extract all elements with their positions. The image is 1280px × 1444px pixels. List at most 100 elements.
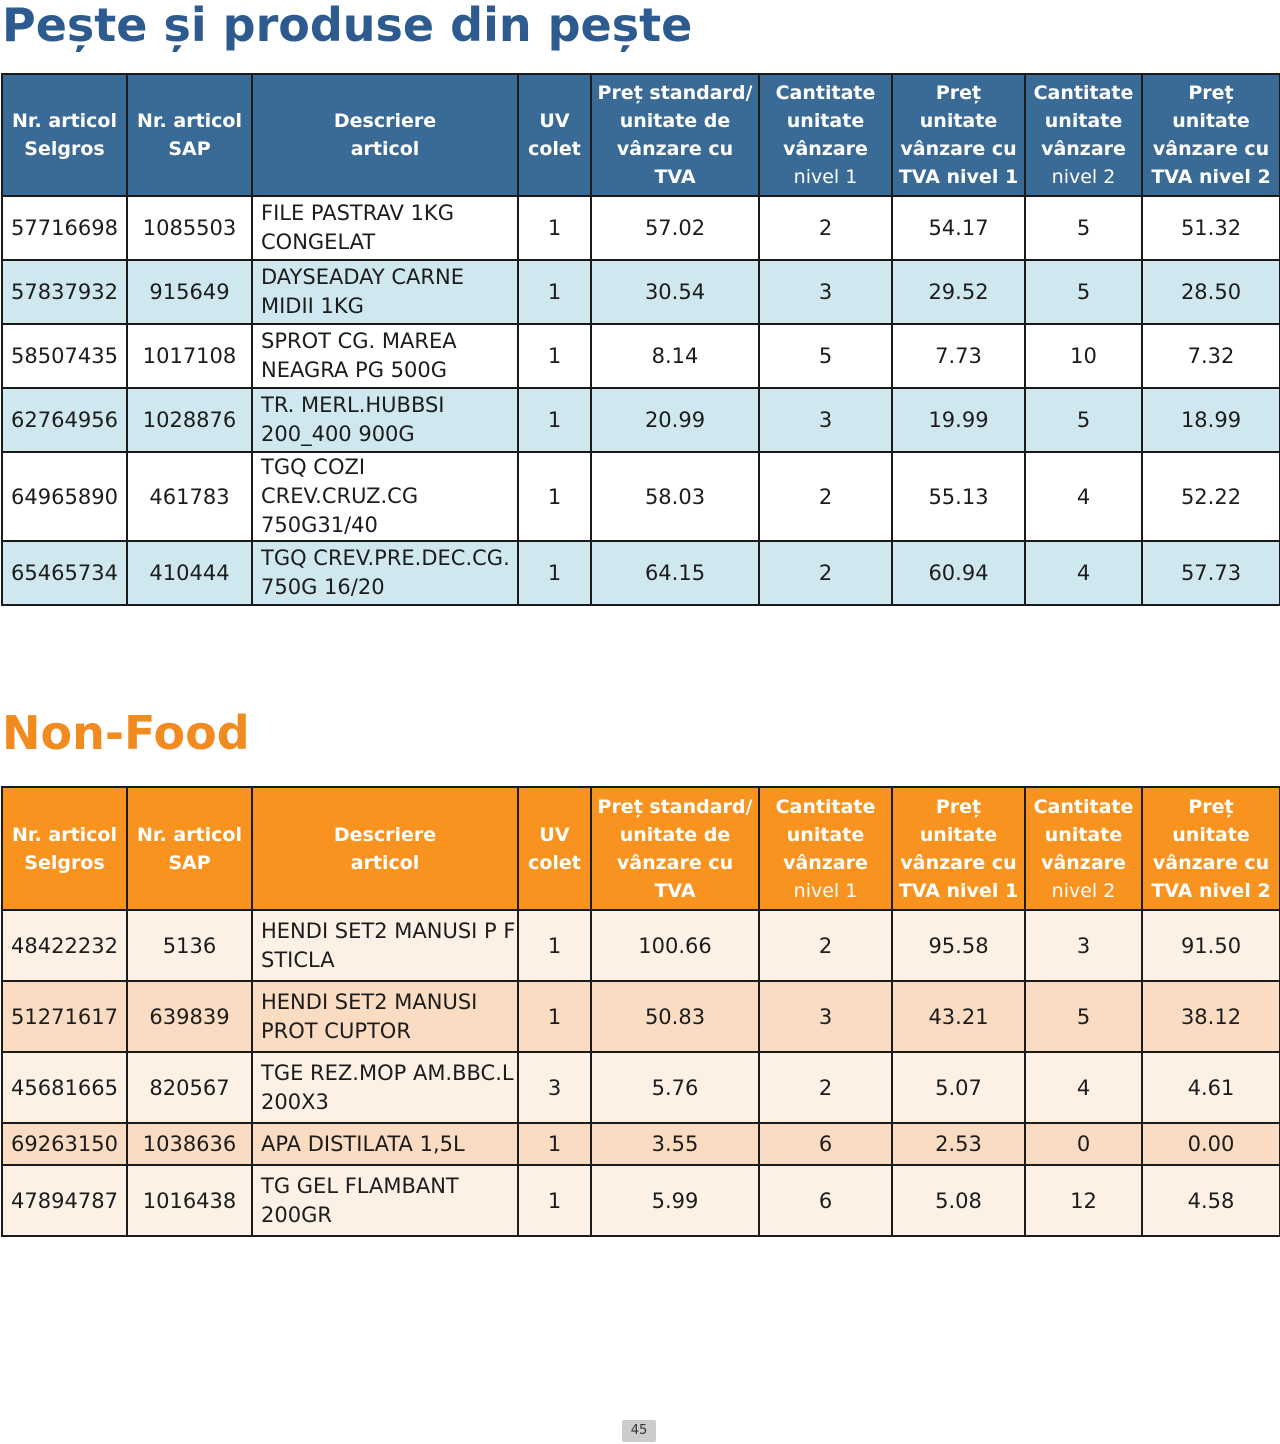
cell-selgros-number: 65465734 xyxy=(1,540,128,606)
table-row: 48422232 5136 HENDI SET2 MANUSI P F STICLA… xyxy=(1,909,1280,982)
header-line: articol xyxy=(350,851,420,874)
cell-price-level-1: 5.08 xyxy=(891,1164,1026,1237)
cell-quantity-level-2: 5 xyxy=(1024,980,1143,1053)
cell-standard-price: 57.02 xyxy=(590,195,760,261)
cell-quantity-level-2: 5 xyxy=(1024,387,1143,453)
cell-uv-colet: 3 xyxy=(517,1051,592,1124)
cell-price-level-1: 54.17 xyxy=(891,195,1026,261)
table-row: 65465734 410444 TGQ CREV.PRE.DEC.CG. 750G … xyxy=(1,540,1280,606)
cell-uv-colet: 1 xyxy=(517,451,592,542)
cell-price-level-1: 95.58 xyxy=(891,909,1026,982)
header-pret-nivel-1: Preț unitate vânzare cu TVA nivel 1 xyxy=(891,73,1026,197)
header-uv-colet: UV colet xyxy=(517,73,592,197)
cell-price-level-1: 7.73 xyxy=(891,323,1026,389)
cell-description: TGQ COZI CREV.CRUZ.CG 750G31/40 xyxy=(251,451,519,542)
cell-sap-number: 639839 xyxy=(126,980,253,1053)
cell-quantity-level-1: 2 xyxy=(758,195,893,261)
header-line: nivel 1 xyxy=(793,166,858,188)
header-line: colet xyxy=(528,851,581,874)
cell-selgros-number: 57837932 xyxy=(1,259,128,325)
cell-price-level-2: 52.22 xyxy=(1141,451,1280,542)
cell-standard-price: 3.55 xyxy=(590,1122,760,1166)
cell-uv-colet: 1 xyxy=(517,323,592,389)
header-line: vânzare cu xyxy=(1152,138,1270,160)
header-line: nivel 2 xyxy=(1051,879,1116,902)
cell-quantity-level-2: 10 xyxy=(1024,323,1143,389)
header-pret-nivel-2: Preț unitate vânzare cu TVA nivel 2 xyxy=(1141,786,1280,911)
header-cantitate-nivel-1: Cantitate unitate vânzare nivel 1 xyxy=(758,786,893,911)
page-number: 45 xyxy=(622,1420,656,1442)
header-line: Cantitate xyxy=(1033,795,1134,818)
cell-selgros-number: 51271617 xyxy=(1,980,128,1053)
header-line: Preț xyxy=(935,82,982,104)
cell-uv-colet: 1 xyxy=(517,387,592,453)
cell-quantity-level-1: 6 xyxy=(758,1164,893,1237)
cell-description: SPROT CG. MAREA NEAGRA PG 500G xyxy=(251,323,519,389)
cell-price-level-1: 19.99 xyxy=(891,387,1026,453)
cell-standard-price: 5.99 xyxy=(590,1164,760,1237)
cell-sap-number: 915649 xyxy=(126,259,253,325)
cell-quantity-level-1: 3 xyxy=(758,259,893,325)
cell-selgros-number: 69263150 xyxy=(1,1122,128,1166)
cell-price-level-2: 51.32 xyxy=(1141,195,1280,261)
header-line: vânzare cu xyxy=(1152,851,1270,874)
header-nr-articol-selgros: Nr. articol Selgros xyxy=(1,73,128,197)
header-line: TVA nivel 1 xyxy=(898,879,1019,902)
header-line: unitate xyxy=(786,110,865,132)
header-line: vânzare xyxy=(783,138,868,160)
cell-price-level-2: 57.73 xyxy=(1141,540,1280,606)
cell-uv-colet: 1 xyxy=(517,980,592,1053)
cell-price-level-2: 0.00 xyxy=(1141,1122,1280,1166)
cell-price-level-2: 18.99 xyxy=(1141,387,1280,453)
table-body: 57716698 1085503 FILE PASTRAV 1KG CONGELAT… xyxy=(1,195,1280,606)
header-line: vânzare cu xyxy=(616,851,734,874)
cell-price-level-2: 4.58 xyxy=(1141,1164,1280,1237)
cell-selgros-number: 57716698 xyxy=(1,195,128,261)
header-line: Nr. articol xyxy=(11,823,117,846)
header-line: Nr. articol xyxy=(136,823,242,846)
table-row: 62764956 1028876 TR. MERL.HUBBSI 200_400 9… xyxy=(1,387,1280,453)
cell-price-level-2: 4.61 xyxy=(1141,1051,1280,1124)
cell-quantity-level-1: 2 xyxy=(758,1051,893,1124)
cell-sap-number: 820567 xyxy=(126,1051,253,1124)
header-descriere-articol: Descriere articol xyxy=(251,73,519,197)
cell-description: DAYSEADAY CARNE MIDII 1KG xyxy=(251,259,519,325)
header-line: UV xyxy=(539,823,570,846)
header-line: Cantitate xyxy=(775,82,876,104)
header-line: TVA xyxy=(654,879,696,902)
table-row: 69263150 1038636 APA DISTILATA 1,5L 1 3.55 6 2… xyxy=(1,1122,1280,1166)
cell-standard-price: 58.03 xyxy=(590,451,760,542)
cell-price-level-1: 43.21 xyxy=(891,980,1026,1053)
cell-selgros-number: 62764956 xyxy=(1,387,128,453)
cell-standard-price: 100.66 xyxy=(590,909,760,982)
table-header-row: Nr. articol Selgros Nr. articol SAP Descrier… xyxy=(1,73,1280,197)
cell-uv-colet: 1 xyxy=(517,540,592,606)
cell-price-level-2: 91.50 xyxy=(1141,909,1280,982)
section-title-non-food: Non-Food xyxy=(2,706,250,760)
header-line: unitate xyxy=(1044,823,1123,846)
header-line: Cantitate xyxy=(775,795,876,818)
header-line: Preț xyxy=(1188,795,1234,818)
header-line: colet xyxy=(528,138,581,160)
cell-sap-number: 461783 xyxy=(126,451,253,542)
header-line: vânzare xyxy=(1041,851,1126,874)
header-line: vânzare cu xyxy=(616,138,734,160)
cell-price-level-1: 5.07 xyxy=(891,1051,1026,1124)
table-row: 57716698 1085503 FILE PASTRAV 1KG CONGELAT… xyxy=(1,195,1280,261)
cell-quantity-level-1: 2 xyxy=(758,909,893,982)
cell-sap-number: 1016438 xyxy=(126,1164,253,1237)
cell-sap-number: 1028876 xyxy=(126,387,253,453)
header-line: Nr. articol xyxy=(136,110,242,132)
cell-description: TGQ CREV.PRE.DEC.CG. 750G 16/20 xyxy=(251,540,519,606)
cell-quantity-level-1: 2 xyxy=(758,451,893,542)
cell-quantity-level-2: 5 xyxy=(1024,259,1143,325)
cell-description: APA DISTILATA 1,5L xyxy=(251,1122,519,1166)
cell-sap-number: 1085503 xyxy=(126,195,253,261)
cell-description: TG GEL FLAMBANT 200GR xyxy=(251,1164,519,1237)
cell-description: FILE PASTRAV 1KG CONGELAT xyxy=(251,195,519,261)
header-line: Descriere xyxy=(333,110,437,132)
cell-uv-colet: 1 xyxy=(517,259,592,325)
header-line: vânzare cu xyxy=(900,851,1017,874)
cell-price-level-1: 2.53 xyxy=(891,1122,1026,1166)
cell-sap-number: 5136 xyxy=(126,909,253,982)
